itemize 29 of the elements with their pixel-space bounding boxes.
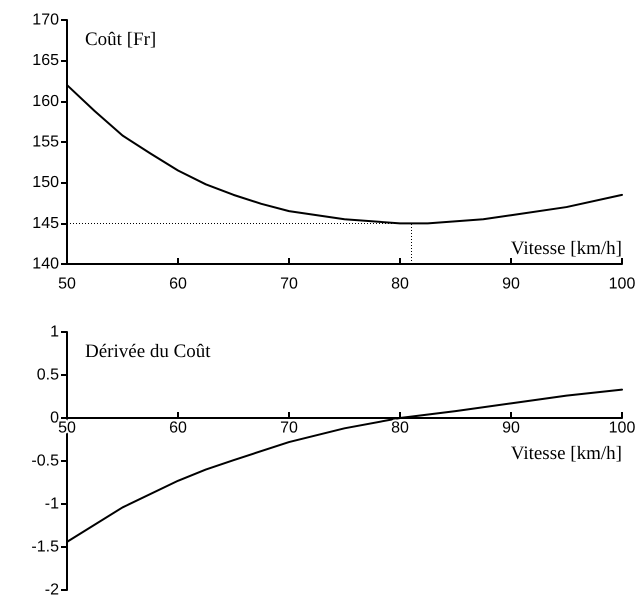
y-tick-label: 150	[32, 174, 60, 192]
y-tick-label: 155	[32, 134, 60, 150]
y-tick-label: 140	[32, 256, 60, 272]
y-tick-label: 170	[32, 12, 60, 28]
x-tick-label: 90	[502, 420, 520, 436]
y-axis-title: Coût [Fr]	[85, 29, 156, 50]
y-tick-label: 0	[50, 410, 60, 426]
y-tick-label: 1	[50, 324, 60, 340]
x-tick-label: 100	[608, 276, 636, 292]
x-tick-label: 100	[608, 420, 636, 436]
x-axis-title: Vitesse [km/h]	[510, 443, 622, 464]
x-tick-label: 80	[391, 420, 409, 436]
x-tick-label: 70	[280, 276, 298, 292]
x-tick-label: 50	[58, 276, 76, 292]
x-tick-label: 70	[280, 420, 298, 436]
y-tick-label: -1	[44, 496, 60, 512]
y-tick-label: 165	[32, 52, 60, 70]
y-tick-label: -1.5	[31, 538, 60, 556]
y-tick-label: 145	[32, 214, 60, 232]
x-tick-label: 80	[391, 276, 409, 292]
x-axis-title: Vitesse [km/h]	[510, 238, 622, 259]
x-tick-label: 60	[169, 420, 187, 436]
x-tick-label: 60	[169, 276, 187, 292]
y-tick-label: -0.5	[31, 452, 60, 470]
x-tick-label: 90	[502, 276, 520, 292]
y-axis-title: Dérivée du Coût	[85, 341, 212, 362]
y-tick-label: 160	[32, 92, 60, 110]
y-tick-label: 0.5	[36, 366, 60, 384]
y-tick-label: -2	[44, 582, 60, 598]
